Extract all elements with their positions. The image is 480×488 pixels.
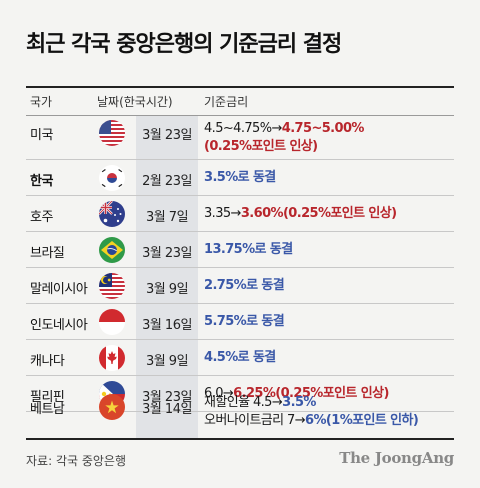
decision-date: 3월 23일: [142, 246, 192, 261]
header-rate: 기준금리: [204, 95, 249, 109]
country-name: 필리핀: [30, 390, 65, 405]
brazil-flag-icon: [99, 237, 125, 263]
date-column-shading: [136, 116, 198, 438]
rate-decision: 5.75%로 동결: [204, 314, 285, 329]
country-name: 미국: [30, 128, 53, 143]
country-name: 인도네시아: [30, 318, 88, 333]
rate-decision: 2.75%로 동결: [204, 278, 285, 293]
table-row: 말레이시아 3월 9일 2.75%로 동결: [26, 268, 454, 304]
decision-date: 3월 14일: [142, 402, 192, 417]
row-divider: [26, 339, 454, 340]
row-divider: [26, 267, 454, 268]
country-name: 베트남: [30, 402, 65, 417]
row-divider: [26, 159, 454, 160]
rate-decision: 3.35→3.60%(0.25%포인트 인상): [204, 206, 397, 221]
source-note: 자료: 각국 중앙은행: [26, 454, 126, 468]
canada-flag-icon: [99, 345, 125, 371]
header-date: 날짜(한국시간): [97, 95, 173, 109]
header-country: 국가: [30, 95, 53, 109]
table-row: 한국 2월 23일 3.5%로 동결: [26, 160, 454, 196]
korea-flag-icon: [99, 165, 125, 191]
country-name: 브라질: [30, 246, 65, 261]
decision-date: 3월 9일: [145, 282, 189, 297]
table-row: 호주 3월 7일 3.35→3.60%(0.25%포인트 인상): [26, 196, 454, 232]
rate-decision: 재할인율 4.5→3.5% 오버나이트금리 7→6%(1%포인트 인하): [204, 395, 419, 428]
country-name: 캐나다: [30, 354, 65, 369]
vietnam-flag-icon: [99, 394, 125, 420]
malaysia-flag-icon: [99, 273, 125, 299]
rate-decision: 4.5~4.75%→4.75~5.00% (0.25%포인트 인상): [204, 121, 364, 154]
us-flag-icon: [99, 120, 125, 146]
table-row: 미국 3월 23일 4.5~4.75%→4.75~5.00% (0.25%포인트…: [26, 116, 454, 160]
page-title: 최근 각국 중앙은행의 기준금리 결정: [26, 32, 342, 57]
decision-date: 3월 23일: [142, 390, 192, 405]
indonesia-flag-icon: [99, 309, 125, 335]
header-rule: [26, 115, 454, 116]
rate-decision: 13.75%로 동결: [204, 242, 293, 257]
rate-decision: 4.5%로 동결: [204, 350, 276, 365]
table-row: 인도네시아 3월 16일 5.75%로 동결: [26, 304, 454, 340]
decision-date: 3월 16일: [142, 318, 192, 333]
table-row: 베트남 3월 14일 재할인율 4.5→3.5% 오버나이트금리 7→6%(1%…: [26, 394, 454, 438]
country-name: 한국: [30, 174, 53, 189]
decision-date: 3월 23일: [142, 128, 192, 143]
row-divider: [26, 195, 454, 196]
decision-date: 3월 7일: [145, 210, 189, 225]
bottom-rule: [26, 438, 454, 440]
row-divider: [26, 231, 454, 232]
row-divider: [26, 375, 454, 376]
row-divider: [26, 303, 454, 304]
brand-logo: The JoongAng: [339, 449, 454, 467]
country-name: 호주: [30, 210, 53, 225]
rate-decision: 6.0→6.25%(0.25%포인트 인상): [204, 386, 389, 401]
table-row: 캐나다 3월 9일 4.5%로 동결: [26, 340, 454, 376]
table-row: 필리핀 3월 23일 6.0→6.25%(0.25%포인트 인상): [26, 376, 454, 412]
decision-date: 3월 9일: [145, 354, 189, 369]
table-row: 브라질 3월 23일 13.75%로 동결: [26, 232, 454, 268]
country-name: 말레이시아: [30, 282, 88, 297]
decision-date: 2월 23일: [142, 174, 192, 189]
australia-flag-icon: [99, 201, 125, 227]
row-divider: [26, 411, 454, 412]
rate-decision: 3.5%로 동결: [204, 170, 276, 185]
top-rule: [26, 86, 454, 88]
